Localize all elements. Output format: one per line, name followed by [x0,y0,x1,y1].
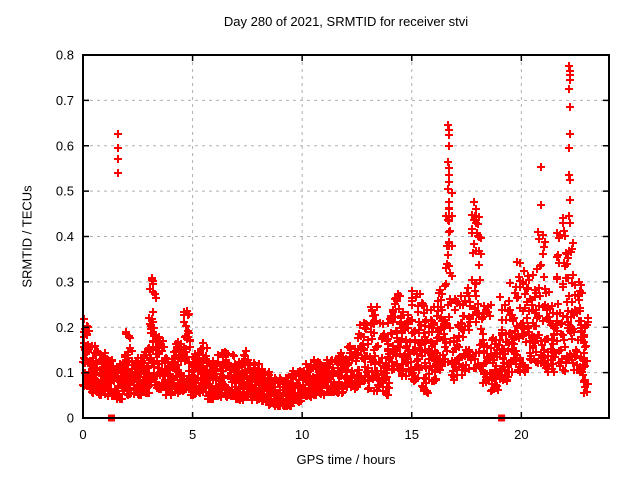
x-tick-label: 5 [189,427,196,442]
y-tick-label: 0.1 [56,365,74,380]
chart-title: Day 280 of 2021, SRMTID for receiver stv… [223,14,469,29]
x-axis-label: GPS time / hours [296,452,396,467]
y-tick-label: 0.3 [56,274,74,289]
x-tick-label: 10 [295,427,309,442]
y-tick-label: 0.7 [56,93,74,108]
y-tick-label: 0.2 [56,320,74,335]
y-tick-label: 0.4 [56,229,74,244]
x-tick-label: 0 [79,427,86,442]
y-tick-label: 0.6 [56,138,74,153]
y-tick-label: 0.8 [56,48,74,63]
y-tick-label: 0 [67,411,74,426]
y-tick-label: 0.5 [56,184,74,199]
y-axis-label: SRMTID / TECUs [19,185,35,288]
x-tick-label: 20 [514,427,528,442]
srmtid-points [79,62,592,410]
x-tick-label: 15 [405,427,419,442]
